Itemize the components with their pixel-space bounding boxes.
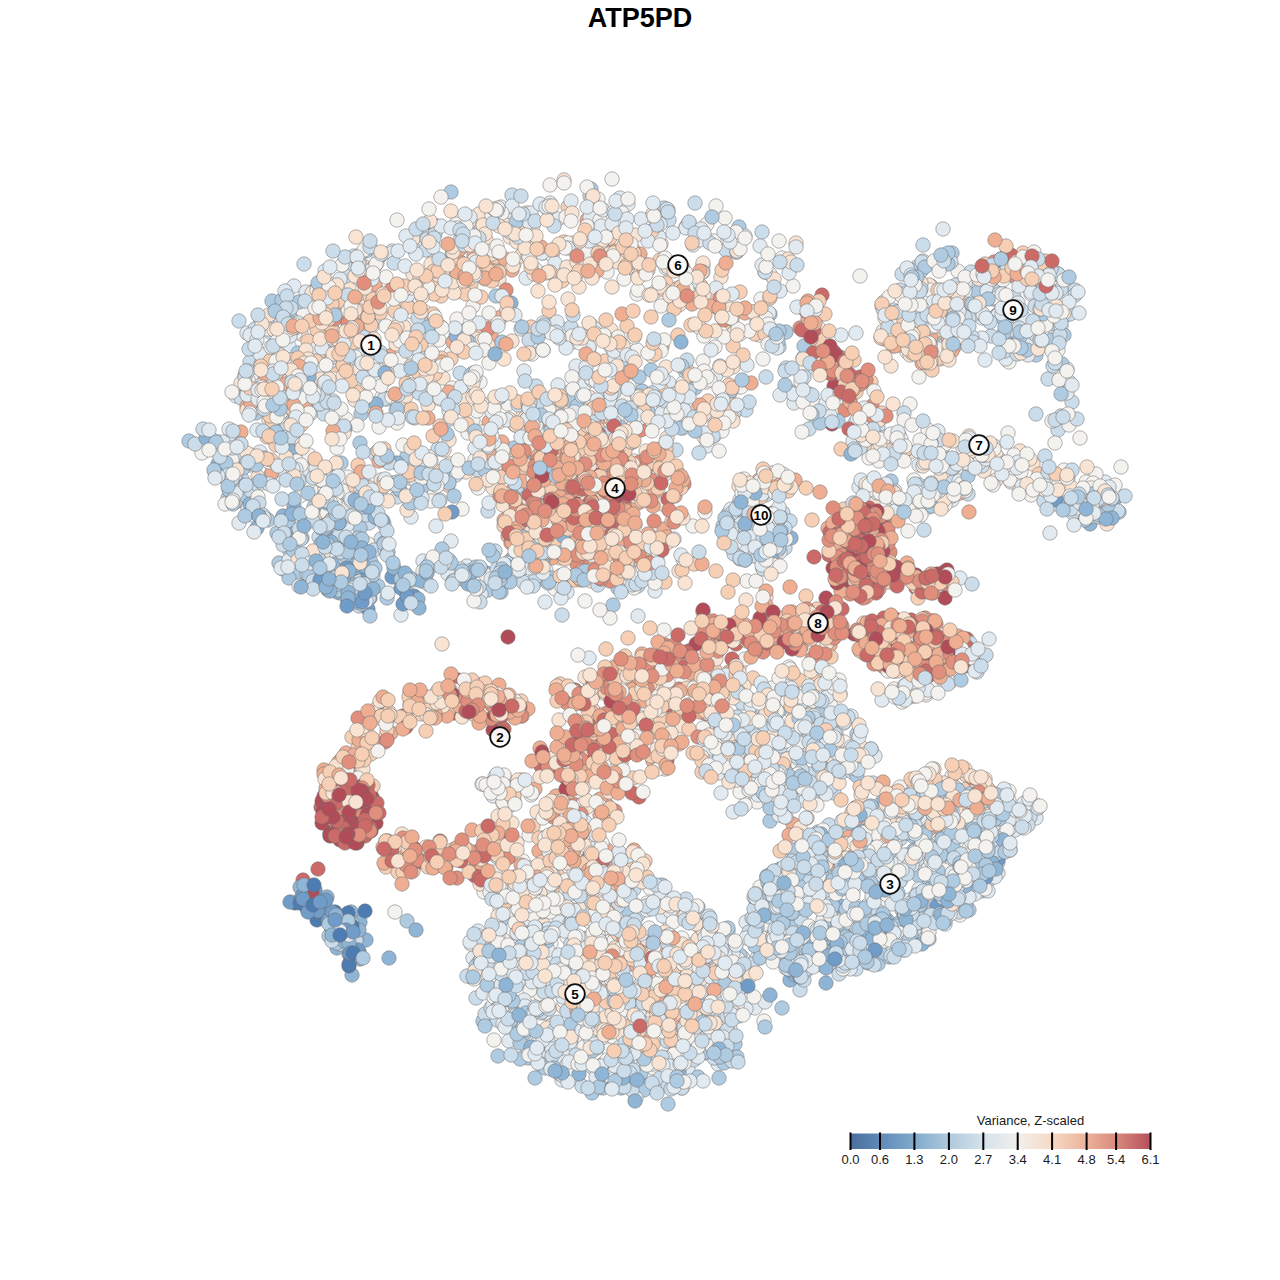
svg-text:4.1: 4.1	[1043, 1152, 1061, 1167]
svg-text:Variance, Z-scaled: Variance, Z-scaled	[977, 1113, 1084, 1128]
svg-text:4.8: 4.8	[1078, 1152, 1096, 1167]
svg-text:4: 4	[611, 481, 619, 496]
svg-text:6.1: 6.1	[1141, 1152, 1159, 1167]
svg-text:10: 10	[753, 508, 768, 523]
svg-text:5: 5	[571, 987, 579, 1002]
svg-text:1.3: 1.3	[905, 1152, 923, 1167]
svg-text:2: 2	[496, 730, 504, 745]
svg-text:8: 8	[814, 616, 822, 631]
svg-text:2.0: 2.0	[940, 1152, 958, 1167]
svg-text:0.0: 0.0	[841, 1152, 859, 1167]
svg-text:3.4: 3.4	[1009, 1152, 1027, 1167]
svg-text:2.7: 2.7	[974, 1152, 992, 1167]
svg-text:6: 6	[674, 258, 682, 273]
svg-text:7: 7	[975, 438, 983, 453]
svg-text:9: 9	[1009, 303, 1017, 318]
svg-text:1: 1	[367, 338, 375, 353]
svg-text:3: 3	[886, 877, 894, 892]
svg-text:0.6: 0.6	[871, 1152, 889, 1167]
svg-text:5.4: 5.4	[1107, 1152, 1125, 1167]
svg-text:ATP5PD: ATP5PD	[588, 3, 693, 33]
